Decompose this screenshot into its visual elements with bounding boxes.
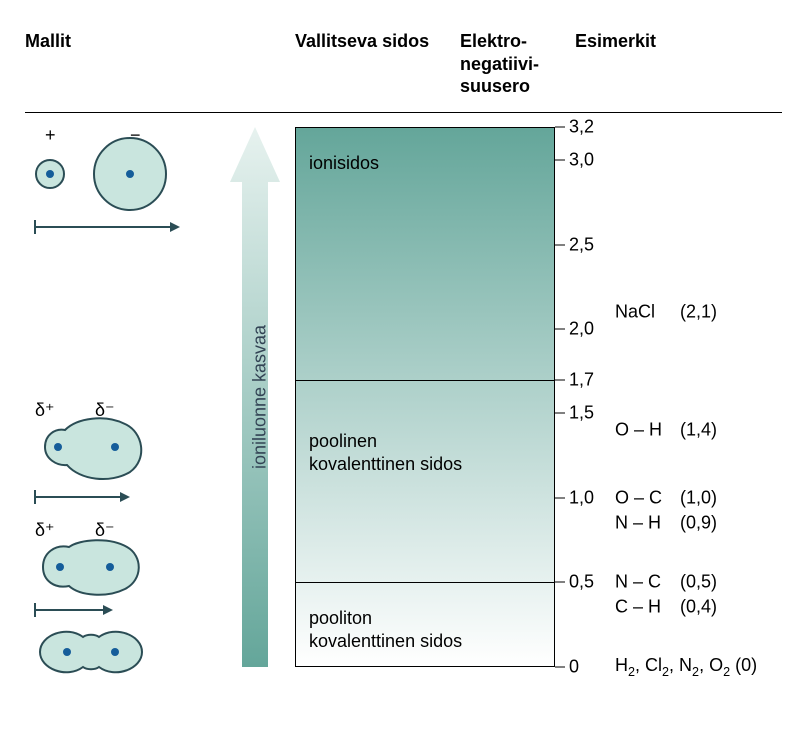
polar-strong-nucleus-left xyxy=(54,443,62,451)
model-ionic: + − xyxy=(25,127,205,252)
example-bond: O – C xyxy=(615,487,680,508)
polar-strong-delta-minus: δ⁻ xyxy=(95,402,115,420)
model-polar-weak: δ⁺ δ⁻ xyxy=(25,522,205,627)
example-row: N – C(0,5) xyxy=(615,572,717,593)
ionic-length-arrow xyxy=(35,220,180,234)
axis-tick: 0,5 xyxy=(555,572,594,593)
band-label: ionisidos xyxy=(309,152,379,175)
example-bond: NaCl xyxy=(615,302,680,323)
en-diff-axis: 3,23,02,52,01,71,51,00,50 xyxy=(555,127,615,667)
polar-weak-nucleus-right xyxy=(106,563,114,571)
header-rule xyxy=(25,112,782,113)
band-label: poolinen kovalenttinen sidos xyxy=(309,430,462,475)
tick-mark xyxy=(555,379,565,380)
header-bond: Vallitseva sidos xyxy=(295,30,460,98)
tick-mark xyxy=(555,497,565,498)
header-models: Mallit xyxy=(25,30,295,98)
tick-mark xyxy=(555,666,565,667)
band-label: pooliton kovalenttinen sidos xyxy=(309,607,462,652)
nonpolar-blob xyxy=(40,631,142,672)
example-value: (2,1) xyxy=(680,302,717,323)
nonpolar-nucleus-left xyxy=(63,648,71,656)
tick-label: 3,0 xyxy=(569,150,594,171)
scale-gradient-box xyxy=(295,127,555,667)
example-value: (1,0) xyxy=(680,487,717,508)
tick-mark xyxy=(555,244,565,245)
tick-mark xyxy=(555,126,565,127)
tick-label: 1,7 xyxy=(569,369,594,390)
tick-label: 2,0 xyxy=(569,319,594,340)
diagram-body: + − δ⁺ δ⁻ xyxy=(25,127,782,667)
header-diff: Elektro- negatiivi- suusero xyxy=(460,30,575,98)
polar-weak-nucleus-left xyxy=(56,563,64,571)
polar-strong-nucleus-right xyxy=(111,443,119,451)
tick-label: 0 xyxy=(569,656,579,677)
example-row: NaCl(2,1) xyxy=(615,302,717,323)
tick-label: 1,0 xyxy=(569,487,594,508)
tick-label: 1,5 xyxy=(569,403,594,424)
example-bond: N – C xyxy=(615,572,680,593)
band-divider xyxy=(295,582,555,583)
example-row: C – H(0,4) xyxy=(615,597,717,618)
arrow-label: ioniluonne kasvaa xyxy=(250,324,270,468)
example-bond: H2, Cl2, N2, O2 (0) xyxy=(615,655,757,679)
tick-label: 0,5 xyxy=(569,572,594,593)
axis-tick: 2,5 xyxy=(555,234,594,255)
tick-mark xyxy=(555,413,565,414)
polar-weak-length-arrow xyxy=(35,603,113,617)
ionic-character-arrow: ioniluonne kasvaa xyxy=(225,127,295,667)
example-row: H2, Cl2, N2, O2 (0) xyxy=(615,655,757,679)
tick-mark xyxy=(555,160,565,161)
example-value: (0,9) xyxy=(680,513,717,534)
model-nonpolar xyxy=(25,617,205,692)
axis-tick: 1,7 xyxy=(555,369,594,390)
polar-weak-delta-minus: δ⁻ xyxy=(95,522,115,540)
ionic-cation-nucleus xyxy=(46,170,54,178)
axis-tick: 1,5 xyxy=(555,403,594,424)
example-row: O – C(1,0) xyxy=(615,487,717,508)
axis-tick: 1,0 xyxy=(555,487,594,508)
axis-tick: 0 xyxy=(555,656,579,677)
models-column: + − δ⁺ δ⁻ xyxy=(25,127,225,667)
column-headers: Mallit Vallitseva sidos Elektro- negatii… xyxy=(25,30,782,98)
tick-mark xyxy=(555,329,565,330)
tick-label: 2,5 xyxy=(569,234,594,255)
ionic-plus-label: + xyxy=(45,127,56,145)
ionic-anion-nucleus xyxy=(126,170,134,178)
bond-scale: ionisidos poolinen kovalenttinen sidos poo… xyxy=(295,127,555,667)
axis-tick: 2,0 xyxy=(555,319,594,340)
model-polar-strong: δ⁺ δ⁻ xyxy=(25,402,205,517)
example-bond: C – H xyxy=(615,597,680,618)
tick-mark xyxy=(555,582,565,583)
polar-weak-delta-plus: δ⁺ xyxy=(35,522,55,540)
example-row: N – H(0,9) xyxy=(615,513,717,534)
polar-strong-delta-plus: δ⁺ xyxy=(35,402,55,420)
axis-tick: 3,2 xyxy=(555,116,594,137)
example-bond: N – H xyxy=(615,513,680,534)
example-value: (0,4) xyxy=(680,597,717,618)
band-divider xyxy=(295,380,555,381)
example-value: (0,5) xyxy=(680,572,717,593)
tick-label: 3,2 xyxy=(569,116,594,137)
example-row: O – H(1,4) xyxy=(615,420,717,441)
example-bond: O – H xyxy=(615,420,680,441)
nonpolar-nucleus-right xyxy=(111,648,119,656)
example-value: (1,4) xyxy=(680,420,717,441)
axis-tick: 3,0 xyxy=(555,150,594,171)
polar-strong-length-arrow xyxy=(35,490,130,504)
header-examples: Esimerkit xyxy=(575,30,656,98)
examples-column: NaCl(2,1)O – H(1,4)O – C(1,0)N – H(0,9)N… xyxy=(615,127,782,667)
